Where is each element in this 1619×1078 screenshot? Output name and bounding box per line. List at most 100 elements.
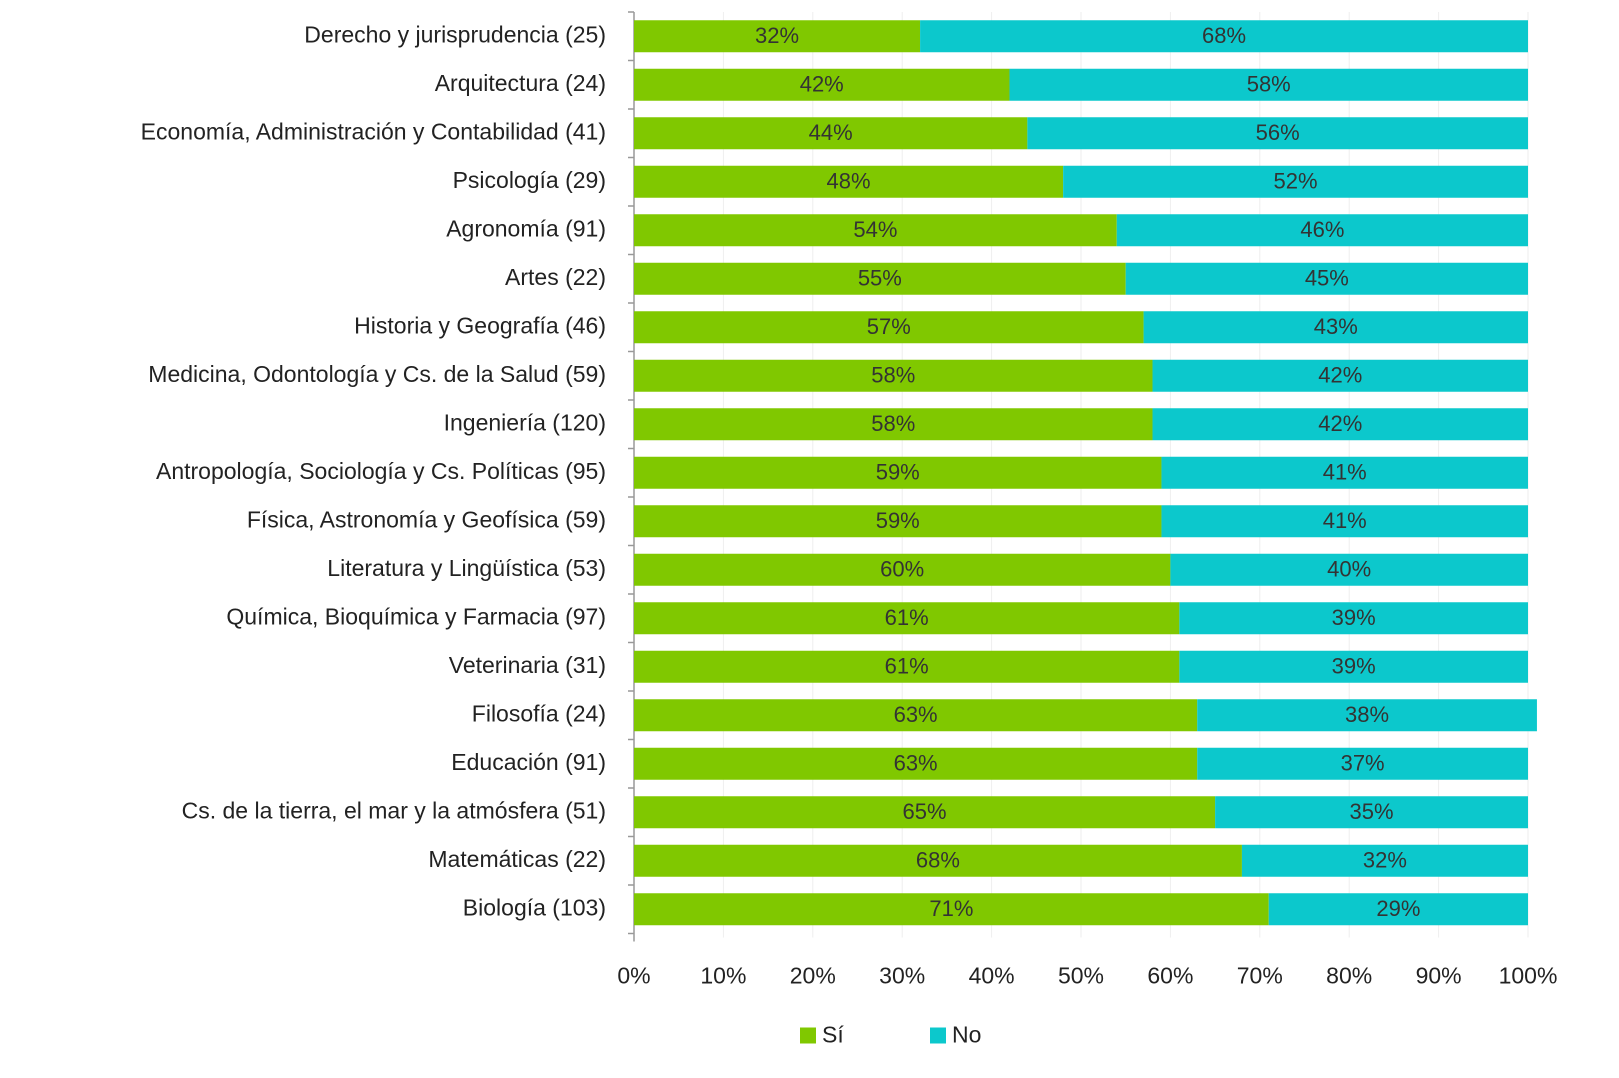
- y-tick-label: Antropología, Sociología y Cs. Políticas…: [156, 458, 606, 484]
- bar-segment: [634, 650, 1180, 683]
- bar-segment: [1197, 747, 1528, 780]
- data-label: 58%: [871, 363, 915, 388]
- bar-segment: [1161, 456, 1528, 489]
- data-label: 57%: [867, 314, 911, 339]
- bar-segment: [1179, 650, 1528, 683]
- bar-segment: [634, 408, 1153, 441]
- data-label: 52%: [1274, 169, 1318, 194]
- legend-swatch: [930, 1027, 946, 1044]
- y-tick-label: Agronomía (91): [446, 215, 606, 241]
- data-label: 48%: [827, 169, 871, 194]
- data-label: 58%: [871, 411, 915, 436]
- data-label: 39%: [1332, 654, 1376, 679]
- data-label: 45%: [1305, 266, 1349, 291]
- bar-segment: [634, 311, 1144, 344]
- data-label: 41%: [1323, 460, 1367, 485]
- y-tick-label: Filosofía (24): [472, 700, 606, 726]
- data-label: 42%: [1318, 363, 1362, 388]
- bar-segment: [1241, 844, 1528, 877]
- data-label: 46%: [1300, 217, 1344, 242]
- data-label: 65%: [903, 799, 947, 824]
- y-tick-label: Economía, Administración y Contabilidad …: [141, 118, 606, 144]
- data-label: 39%: [1332, 605, 1376, 630]
- bar-segment: [634, 165, 1064, 198]
- x-tick-label: 90%: [1416, 963, 1462, 989]
- bar-segment: [634, 796, 1216, 829]
- bar-segment: [1063, 165, 1528, 198]
- bar-segment: [634, 893, 1269, 926]
- y-tick-label: Física, Astronomía y Geofísica (59): [247, 506, 606, 532]
- bar-segment: [1152, 408, 1528, 441]
- x-tick-label: 40%: [969, 963, 1015, 989]
- x-tick-label: 10%: [700, 963, 746, 989]
- bar-segment: [1161, 505, 1528, 538]
- bar-segment: [634, 117, 1028, 150]
- data-label: 60%: [880, 557, 924, 582]
- legend-label: No: [952, 1022, 981, 1048]
- y-tick-label: Historia y Geografía (46): [354, 312, 606, 338]
- y-tick-label: Cs. de la tierra, el mar y la atmósfera …: [182, 797, 606, 823]
- data-label: 42%: [1318, 411, 1362, 436]
- data-label: 61%: [885, 654, 929, 679]
- data-label: 71%: [929, 896, 973, 921]
- bar-segment: [634, 68, 1010, 101]
- bar-segment: [634, 456, 1162, 489]
- data-label: 41%: [1323, 508, 1367, 533]
- data-label: 42%: [800, 72, 844, 97]
- y-tick-label: Psicología (29): [453, 167, 606, 193]
- bar-segment: [634, 262, 1126, 295]
- bar-segment: [1009, 68, 1528, 101]
- data-label: 68%: [1202, 23, 1246, 48]
- bar-segment: [1116, 214, 1528, 247]
- data-label: 56%: [1256, 120, 1300, 145]
- y-tick-label: Educación (91): [451, 749, 606, 775]
- data-label: 68%: [916, 848, 960, 873]
- y-tick-label: Literatura y Lingüística (53): [327, 555, 606, 581]
- bar-segment: [1125, 262, 1528, 295]
- bar-segment: [634, 844, 1242, 877]
- data-label: 59%: [876, 508, 920, 533]
- data-label: 32%: [755, 23, 799, 48]
- data-label: 63%: [894, 702, 938, 727]
- bar-segment: [1143, 311, 1528, 344]
- data-label: 58%: [1247, 72, 1291, 97]
- x-tick-label: 20%: [790, 963, 836, 989]
- x-tick-label: 0%: [617, 963, 650, 989]
- y-tick-label: Arquitectura (24): [435, 70, 606, 96]
- x-tick-label: 100%: [1499, 963, 1558, 989]
- x-tick-label: 80%: [1326, 963, 1372, 989]
- bar-segment: [1268, 893, 1528, 926]
- data-label: 43%: [1314, 314, 1358, 339]
- bar-segment: [1197, 699, 1537, 732]
- data-label: 44%: [809, 120, 853, 145]
- data-label: 63%: [894, 751, 938, 776]
- bar-segment: [1170, 553, 1528, 586]
- y-tick-label: Artes (22): [505, 264, 606, 290]
- bar-segment: [920, 20, 1528, 53]
- data-label: 32%: [1363, 848, 1407, 873]
- y-tick-label: Biología (103): [463, 894, 606, 920]
- bar-segment: [1179, 602, 1528, 635]
- data-label: 54%: [853, 217, 897, 242]
- bar-segment: [1215, 796, 1528, 829]
- bar-segment: [1152, 359, 1528, 392]
- bar-segment: [634, 214, 1117, 247]
- y-tick-label: Ingeniería (120): [444, 409, 606, 435]
- y-tick-label: Matemáticas (22): [428, 846, 606, 872]
- x-tick-label: 60%: [1147, 963, 1193, 989]
- data-label: 37%: [1341, 751, 1385, 776]
- data-label: 55%: [858, 266, 902, 291]
- legend-label: Sí: [822, 1022, 844, 1048]
- data-label: 35%: [1350, 799, 1394, 824]
- data-label: 29%: [1376, 896, 1420, 921]
- bar-segment: [634, 553, 1171, 586]
- bar-segment: [634, 602, 1180, 635]
- bar-segment: [634, 505, 1162, 538]
- bar-segment: [634, 20, 921, 53]
- bar-segment: [1027, 117, 1528, 150]
- legend-swatch: [800, 1027, 816, 1044]
- x-tick-label: 30%: [879, 963, 925, 989]
- y-tick-label: Medicina, Odontología y Cs. de la Salud …: [148, 361, 606, 387]
